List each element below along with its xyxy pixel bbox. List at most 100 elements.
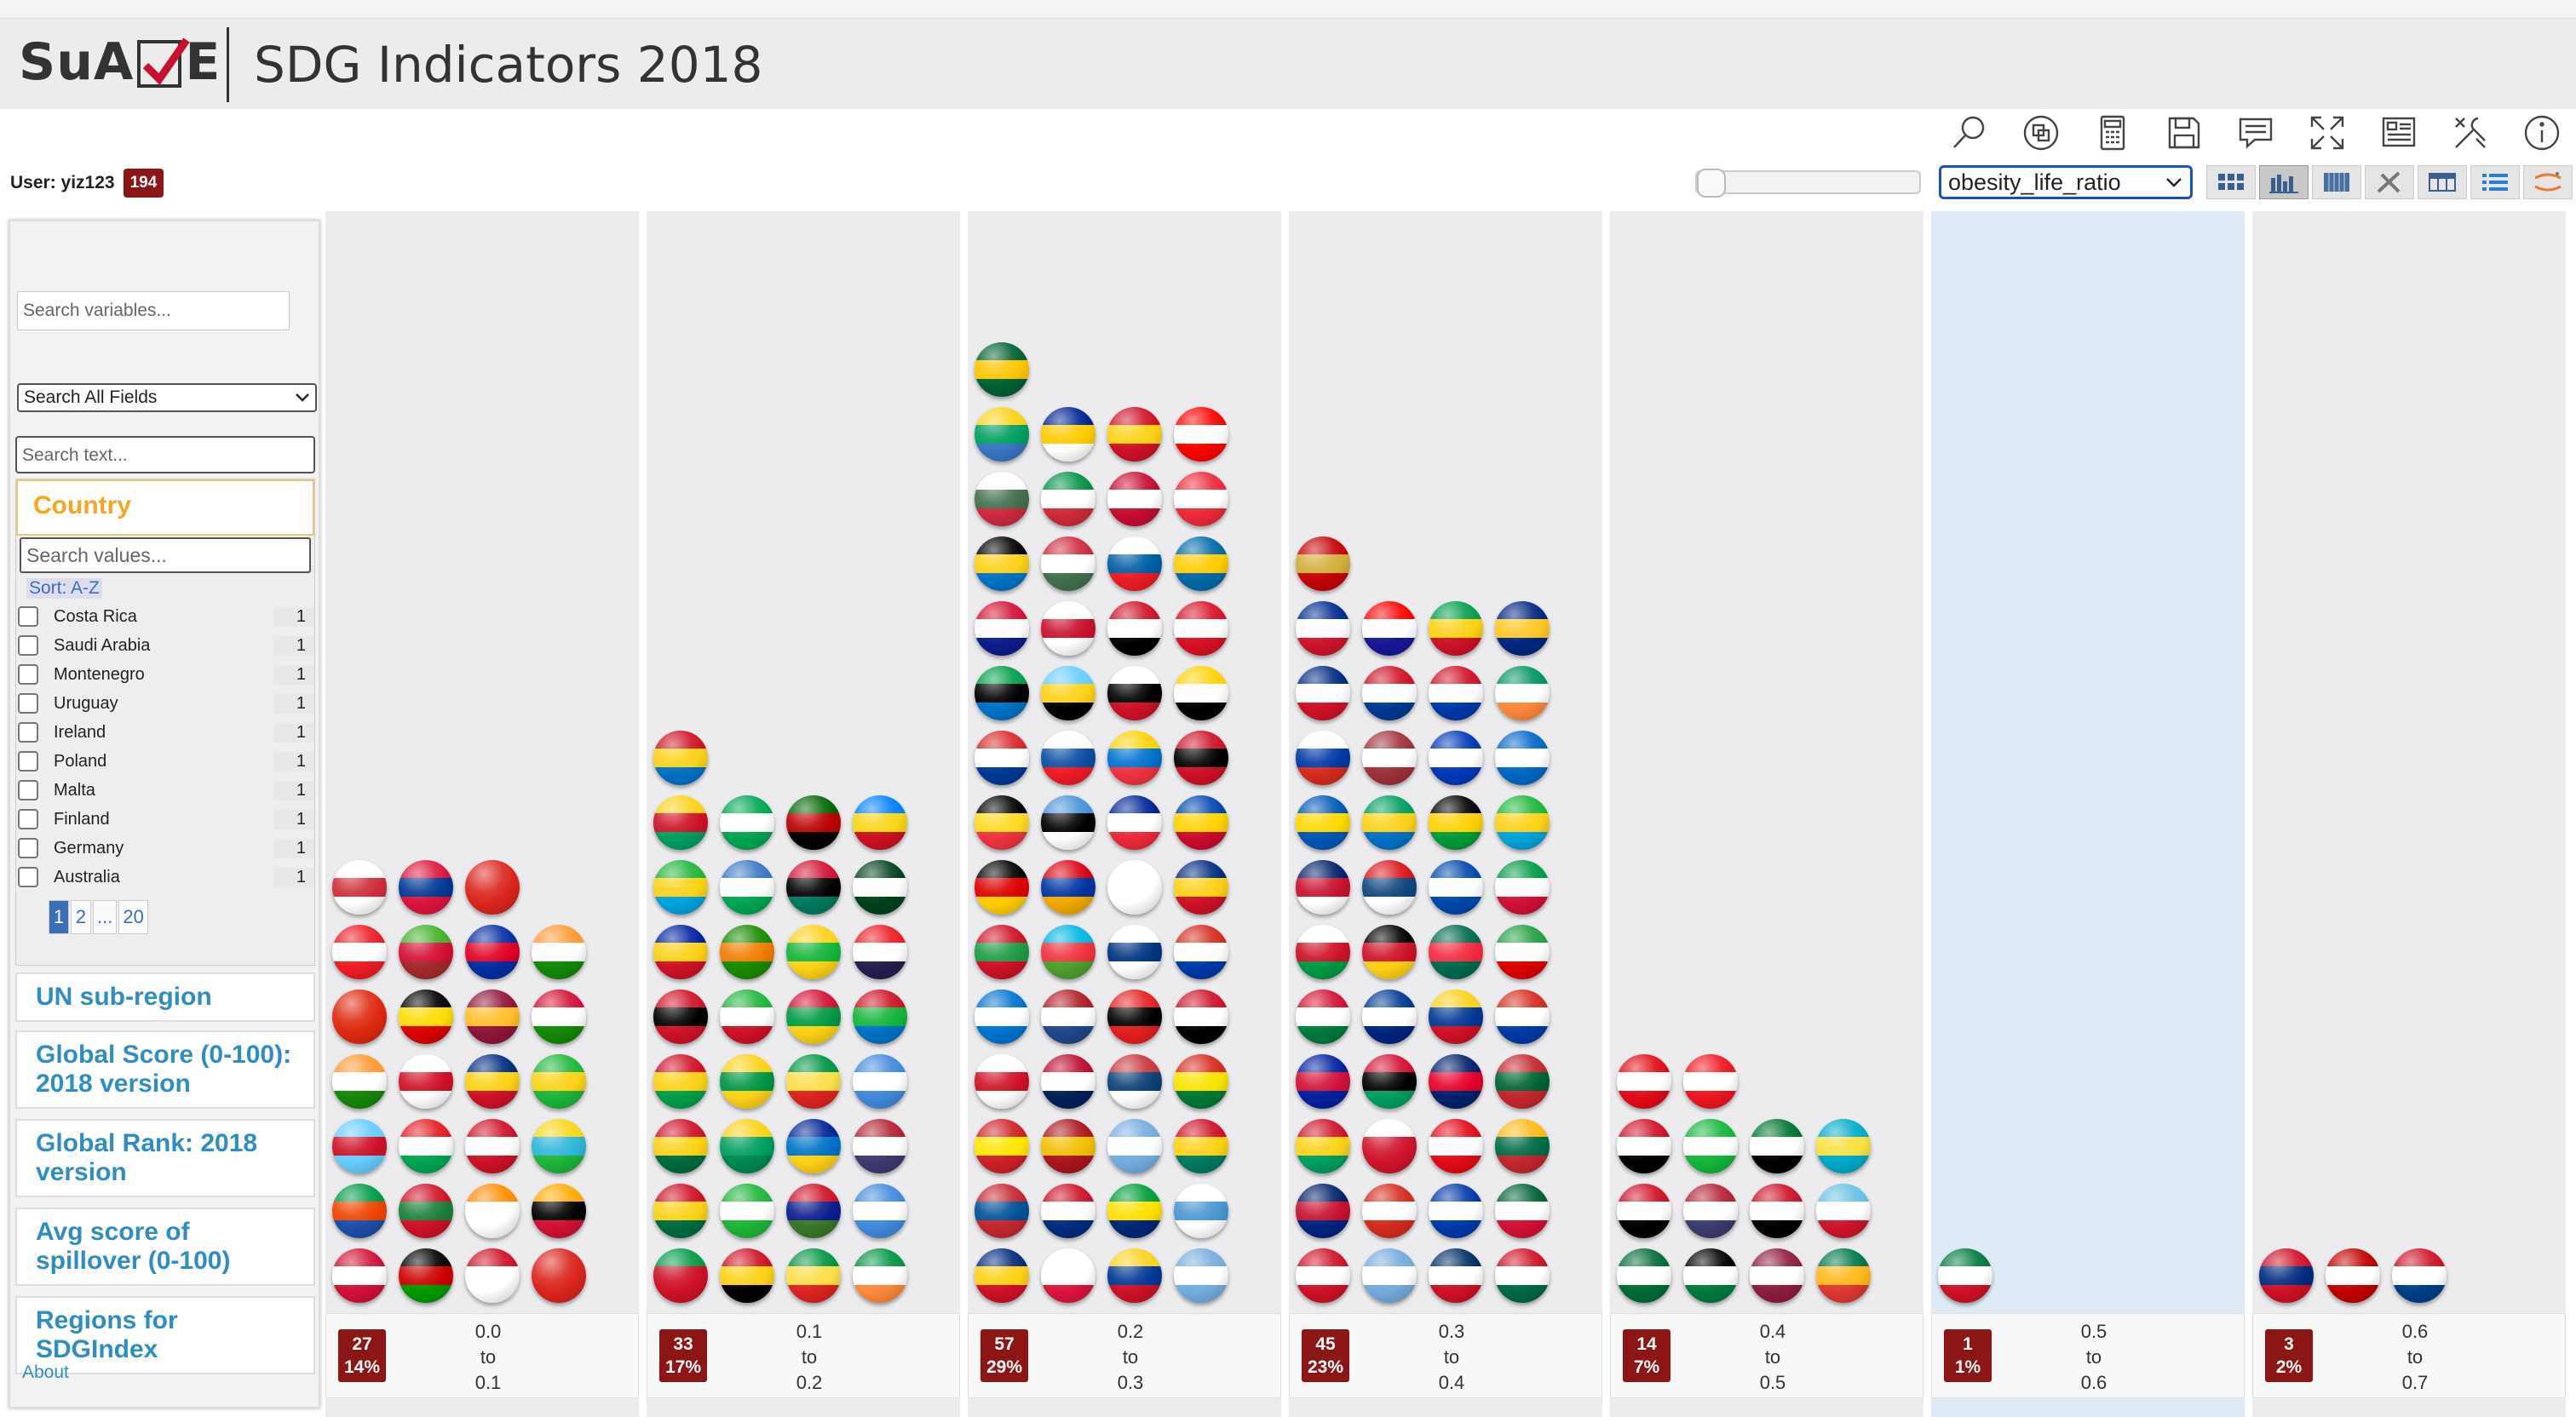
country-flag-icon[interactable]	[1041, 731, 1095, 785]
country-flag-icon[interactable]	[1041, 666, 1095, 720]
histogram-view-icon[interactable]	[2259, 165, 2309, 199]
country-flag-icon[interactable]	[1683, 1184, 1738, 1238]
country-flag-icon[interactable]	[532, 1184, 586, 1238]
country-flag-icon[interactable]	[1362, 1248, 1417, 1303]
checkbox[interactable]	[18, 635, 38, 656]
country-flag-icon[interactable]	[1174, 731, 1228, 785]
country-flag-icon[interactable]	[532, 1054, 586, 1109]
country-flag-icon[interactable]	[1750, 1248, 1804, 1303]
country-flag-icon[interactable]	[1041, 990, 1095, 1044]
histogram-bin[interactable]: 57 29% 0.2 to 0.3	[968, 211, 1281, 1417]
info-icon[interactable]	[2521, 112, 2562, 153]
country-flag-icon[interactable]	[1041, 1054, 1095, 1109]
country-flag-icon[interactable]	[1429, 1119, 1483, 1173]
country-flag-icon[interactable]	[975, 860, 1029, 915]
country-flag-icon[interactable]	[1041, 1184, 1095, 1238]
country-flag-icon[interactable]	[1296, 666, 1350, 720]
country-flag-icon[interactable]	[1816, 1248, 1871, 1303]
country-flag-icon[interactable]	[1429, 795, 1483, 850]
country-flag-icon[interactable]	[1107, 990, 1162, 1044]
country-flag-icon[interactable]	[975, 666, 1029, 720]
country-flag-icon[interactable]	[853, 795, 907, 850]
country-flag-icon[interactable]	[1107, 795, 1162, 850]
country-flag-icon[interactable]	[1174, 795, 1228, 850]
country-flag-icon[interactable]	[1174, 990, 1228, 1044]
country-flag-icon[interactable]	[1041, 1119, 1095, 1173]
country-flag-icon[interactable]	[786, 925, 841, 979]
facet-un-subregion[interactable]: UN sub-region	[15, 972, 315, 1022]
country-flag-icon[interactable]	[653, 990, 708, 1044]
country-flag-icon[interactable]	[720, 1248, 774, 1303]
country-flag-icon[interactable]	[1296, 990, 1350, 1044]
country-flag-icon[interactable]	[1362, 925, 1417, 979]
country-flag-icon[interactable]	[1174, 407, 1228, 462]
country-flag-icon[interactable]	[399, 925, 453, 979]
country-flag-icon[interactable]	[1107, 472, 1162, 526]
about-link[interactable]: About	[22, 1362, 69, 1382]
checkbox[interactable]	[18, 606, 38, 627]
country-flag-icon[interactable]	[1107, 731, 1162, 785]
country-flag-icon[interactable]	[465, 990, 520, 1044]
country-flag-icon[interactable]	[2326, 1248, 2380, 1303]
country-flag-icon[interactable]	[1495, 731, 1550, 785]
country-flag-icon[interactable]	[1174, 666, 1228, 720]
country-facet-title[interactable]: Country	[16, 479, 314, 536]
country-flag-icon[interactable]	[975, 407, 1029, 462]
country-flag-icon[interactable]	[1495, 1248, 1550, 1303]
country-flag-icon[interactable]	[1495, 1119, 1550, 1173]
country-flag-icon[interactable]	[465, 860, 520, 915]
country-flag-icon[interactable]	[1107, 1248, 1162, 1303]
checkbox[interactable]	[18, 664, 38, 685]
country-flag-icon[interactable]	[1296, 536, 1350, 591]
search-icon[interactable]	[1949, 112, 1990, 153]
facet-spillover-score[interactable]: Avg score of spillover (0-100)	[15, 1208, 315, 1286]
country-flag-icon[interactable]	[975, 472, 1029, 526]
country-flag-icon[interactable]	[465, 1119, 520, 1173]
checkbox[interactable]	[18, 693, 38, 714]
country-flag-icon[interactable]	[1816, 1119, 1871, 1173]
country-flag-icon[interactable]	[332, 1248, 387, 1303]
country-flag-icon[interactable]	[1174, 1184, 1228, 1238]
country-flag-icon[interactable]	[653, 1119, 708, 1173]
checkbox[interactable]	[18, 809, 38, 829]
country-flag-icon[interactable]	[1296, 1248, 1350, 1303]
tools-icon[interactable]	[2450, 112, 2491, 153]
page-link[interactable]: 1	[49, 900, 69, 934]
country-flag-icon[interactable]	[786, 795, 841, 850]
calculator-icon[interactable]	[2092, 112, 2133, 153]
country-flag-icon[interactable]	[1429, 925, 1483, 979]
country-flag-icon[interactable]	[465, 1184, 520, 1238]
country-flag-icon[interactable]	[1041, 601, 1095, 656]
country-flag-icon[interactable]	[853, 990, 907, 1044]
country-flag-icon[interactable]	[1041, 795, 1095, 850]
text-search-input[interactable]: Search text...	[15, 436, 315, 473]
checkbox[interactable]	[18, 838, 38, 858]
country-flag-icon[interactable]	[399, 1119, 453, 1173]
country-flag-icon[interactable]	[1362, 601, 1417, 656]
country-flag-icon[interactable]	[975, 1248, 1029, 1303]
country-flag-icon[interactable]	[1362, 1119, 1417, 1173]
list-view-icon[interactable]	[2470, 165, 2520, 199]
country-flag-icon[interactable]	[653, 1184, 708, 1238]
country-flag-icon[interactable]	[1495, 666, 1550, 720]
country-flag-icon[interactable]	[1296, 731, 1350, 785]
country-flag-icon[interactable]	[720, 1054, 774, 1109]
country-flag-icon[interactable]	[1617, 1119, 1671, 1173]
facet-global-score[interactable]: Global Score (0-100): 2018 version	[15, 1030, 315, 1109]
page-link[interactable]: 20	[118, 900, 148, 934]
country-flag-icon[interactable]	[1107, 1119, 1162, 1173]
country-flag-icon[interactable]	[1296, 795, 1350, 850]
checkbox[interactable]	[18, 751, 38, 772]
country-flag-icon[interactable]	[1174, 925, 1228, 979]
country-flag-icon[interactable]	[786, 990, 841, 1044]
country-flag-icon[interactable]	[653, 731, 708, 785]
country-flag-icon[interactable]	[1750, 1184, 1804, 1238]
country-flag-icon[interactable]	[1617, 1054, 1671, 1109]
country-flag-icon[interactable]	[1296, 1054, 1350, 1109]
variable-search-input[interactable]: Search variables...	[17, 291, 290, 330]
country-flag-icon[interactable]	[1107, 407, 1162, 462]
country-flag-icon[interactable]	[1107, 666, 1162, 720]
page-link[interactable]: 2	[71, 900, 91, 934]
country-flag-icon[interactable]	[532, 990, 586, 1044]
country-flag-icon[interactable]	[853, 860, 907, 915]
